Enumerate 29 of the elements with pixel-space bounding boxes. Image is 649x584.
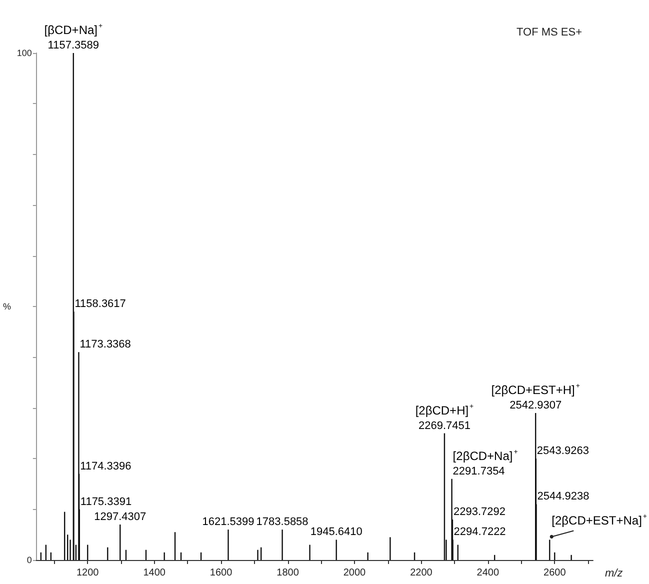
annotation: 2543.9263 <box>536 445 589 458</box>
y-axis-title: % <box>2 302 11 312</box>
x-tick-label: 1400 <box>143 568 166 578</box>
annotation: 2269.7451 <box>418 420 470 432</box>
annotation: 1174.3396 <box>80 460 132 472</box>
x-tick-label: 2200 <box>410 568 433 578</box>
x-axis-title: m/z <box>605 568 624 580</box>
x-tick-label: 2600 <box>544 568 566 578</box>
annotation: 1173.3368 <box>80 338 131 351</box>
annotation: 1621.5399 <box>202 516 254 528</box>
annotation: 2293.7292 <box>453 506 506 518</box>
chart-title: TOF MS ES+ <box>516 26 582 38</box>
annotation: 2294.7222 <box>454 526 506 538</box>
x-tick-label: 1200 <box>76 568 100 578</box>
annotation: 2544.9238 <box>537 490 590 503</box>
y-tick-label: 100 <box>16 48 32 58</box>
annotation: 1158.3617 <box>74 298 126 310</box>
x-tick-label: 2400 <box>476 568 500 578</box>
annotation: 1783.5858 <box>256 516 308 528</box>
annotation: 1297.4307 <box>94 511 146 524</box>
annotation: 1175.3391 <box>80 496 132 508</box>
annotation: 1157.3589 <box>48 40 99 52</box>
annotation: 2291.7354 <box>452 465 505 478</box>
annotation: 1945.6410 <box>310 526 362 538</box>
x-tick-label: 1600 <box>210 568 233 578</box>
y-tick-label: 0 <box>26 555 32 565</box>
x-tick-label: 2000 <box>343 568 366 578</box>
x-tick-label: 1800 <box>276 568 300 578</box>
annotation: 2542.9307 <box>510 399 562 412</box>
